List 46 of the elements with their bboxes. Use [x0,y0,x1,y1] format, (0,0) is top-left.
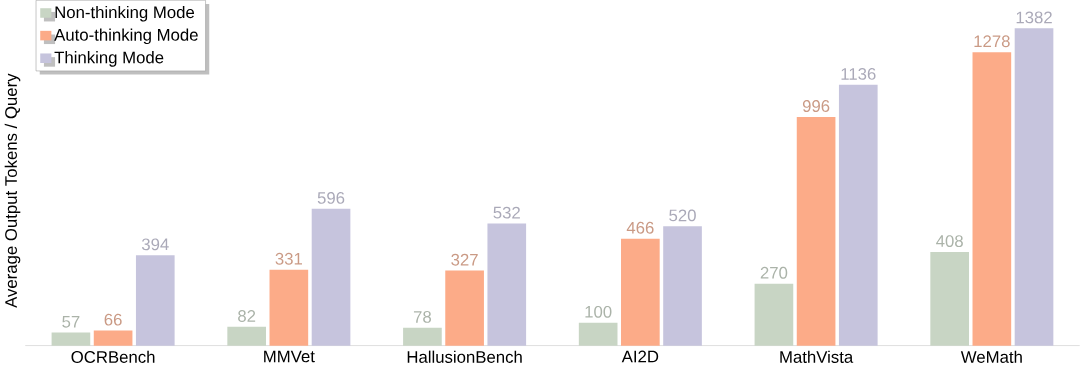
bar [135,255,175,346]
y-axis-title: Average Output Tokens / Query [4,73,21,309]
bar [838,84,878,346]
bar [93,330,133,346]
data-label: 596 [317,192,345,205]
bar [227,327,266,346]
bar [972,52,1012,346]
x-tick-label: MathVista [780,350,854,364]
x-tick-label: MMVet [264,350,315,363]
data-label: 1382 [1016,11,1052,24]
bar [621,238,660,346]
x-tick-label: HallusionBench [407,350,522,364]
bar [663,226,702,346]
bar [311,208,351,346]
data-label: 532 [493,206,520,219]
bar [578,322,618,346]
data-label: 466 [626,222,654,234]
data-label: 78 [413,311,431,324]
data-label: 100 [585,306,612,318]
legend-label: Thinking Mode [54,51,164,67]
x-tick-label: AI2D [621,350,659,363]
data-label: 66 [104,313,122,326]
data-label: 996 [802,100,830,113]
data-label: 57 [62,316,80,328]
data-label: 394 [141,238,169,251]
bar [403,327,442,346]
legend-label: Auto-thinking Mode [54,28,198,45]
bar [269,269,309,346]
bar [51,332,91,346]
bar [1014,28,1054,346]
bar [445,270,484,346]
data-label: 1136 [841,68,876,81]
legend-label: Non-thinking Mode [55,6,195,22]
x-tick-label: OCRBench [71,350,155,364]
x-tick-label: WeMath [960,350,1022,364]
data-label: 82 [238,310,256,323]
bar [754,283,794,346]
bar [796,117,836,346]
data-label: 408 [936,235,963,248]
data-label: 520 [669,209,696,222]
data-label: 1278 [974,35,1010,48]
bar [487,223,527,346]
bar [930,252,969,346]
data-label: 327 [451,253,478,266]
data-label: 270 [760,267,788,279]
data-label: 331 [275,253,302,265]
